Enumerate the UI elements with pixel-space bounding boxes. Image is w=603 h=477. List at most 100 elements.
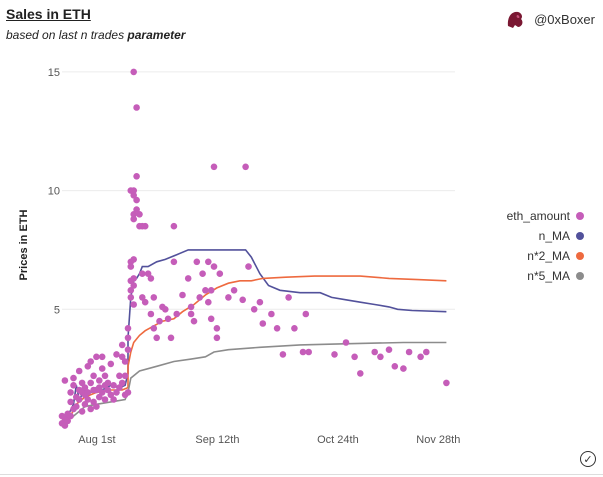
- sale-point: [423, 348, 430, 356]
- sale-point: [242, 163, 249, 171]
- sale-point: [67, 389, 74, 396]
- sale-point: [400, 365, 407, 372]
- sale-point: [116, 372, 123, 380]
- legend-label-n_MA[interactable]: n_MA: [539, 229, 570, 243]
- sale-point: [130, 68, 137, 76]
- sale-point: [87, 358, 94, 365]
- sale-point: [305, 348, 313, 356]
- sale-point: [371, 348, 379, 356]
- y-axis-label: Prices in ETH: [18, 209, 30, 280]
- sale-point: [302, 310, 310, 318]
- sale-point: [110, 396, 117, 403]
- sale-point: [205, 258, 212, 266]
- sale-point: [170, 258, 178, 266]
- sale-point: [377, 353, 384, 361]
- sale-point: [127, 263, 135, 270]
- sale-point: [199, 270, 206, 278]
- sale-point: [147, 310, 155, 318]
- sale-point: [84, 363, 92, 370]
- legend-swatch-eth_amount[interactable]: [576, 212, 584, 220]
- sale-point: [70, 382, 77, 389]
- sale-point: [443, 379, 450, 387]
- chart-title: Sales in ETH: [6, 6, 91, 22]
- check-circle-icon[interactable]: ✓: [580, 451, 596, 467]
- sale-point: [130, 275, 137, 282]
- sale-point: [81, 384, 89, 391]
- sale-point: [351, 353, 358, 361]
- sale-point: [391, 363, 399, 370]
- sale-point: [101, 372, 109, 380]
- x-tick-label: Nov 28th: [416, 434, 460, 446]
- sale-point: [124, 325, 132, 332]
- sale-point: [133, 173, 140, 180]
- sale-point: [205, 298, 212, 306]
- legend-label-eth_amount[interactable]: eth_amount: [507, 209, 571, 223]
- legend-swatch-n2_MA[interactable]: [576, 252, 584, 260]
- sale-point: [124, 389, 132, 396]
- sale-point: [96, 384, 103, 391]
- sale-point: [405, 348, 413, 356]
- sale-point: [130, 215, 137, 223]
- sale-point: [98, 389, 106, 396]
- x-tick-label: Oct 24th: [317, 434, 359, 446]
- sale-point: [167, 334, 175, 342]
- sale-point: [67, 412, 74, 420]
- sale-point: [139, 270, 146, 278]
- y-tick-label: 15: [48, 67, 60, 79]
- sale-point: [225, 294, 232, 301]
- moving-average-lines: [61, 249, 447, 424]
- axis-tick-labels: 5 10 15 Aug 1st Sep 12th Oct 24th Nov 28th: [48, 67, 461, 446]
- sale-point: [124, 346, 132, 354]
- sale-point: [75, 396, 83, 403]
- sale-point: [184, 275, 192, 282]
- sale-point: [130, 282, 137, 289]
- sale-point: [141, 298, 149, 306]
- sale-point: [331, 351, 338, 358]
- chart-legend[interactable]: eth_amount n_MA n*2_MA n*5_MA: [507, 209, 584, 283]
- sale-point: [136, 211, 143, 218]
- legend-label-n2_MA[interactable]: n*2_MA: [527, 249, 570, 263]
- sale-point: [96, 377, 103, 384]
- legend-swatch-n5_MA[interactable]: [576, 272, 584, 280]
- sale-point: [291, 325, 298, 332]
- sale-point: [230, 287, 238, 294]
- user-badge[interactable]: @0xBoxer: [502, 6, 595, 32]
- x-tick-label: Sep 12th: [195, 434, 239, 446]
- x-tick-label: Aug 1st: [78, 434, 115, 446]
- sale-point: [87, 405, 94, 413]
- sale-point: [64, 417, 71, 425]
- sale-point: [90, 372, 97, 380]
- legend-label-n5_MA[interactable]: n*5_MA: [527, 269, 570, 283]
- sale-point: [110, 382, 117, 389]
- sale-point: [75, 367, 83, 375]
- sale-point: [279, 351, 287, 358]
- sale-point: [196, 294, 203, 301]
- sale-point: [164, 315, 172, 323]
- subtitle-emphasis: parameter: [127, 28, 186, 42]
- sale-point: [127, 287, 135, 294]
- sale-point: [150, 325, 158, 332]
- sale-point: [417, 353, 424, 361]
- sale-point: [162, 306, 169, 313]
- sale-point: [107, 360, 115, 368]
- sale-point: [113, 389, 120, 396]
- sale-point: [357, 370, 364, 377]
- series-line-n5_MA: [61, 341, 447, 424]
- sale-point: [213, 325, 221, 332]
- sale-point: [127, 294, 135, 301]
- sale-point: [81, 401, 89, 408]
- legend-swatch-n_MA[interactable]: [576, 232, 584, 240]
- sale-point: [98, 353, 106, 361]
- sale-point: [207, 287, 215, 294]
- sale-point: [150, 294, 158, 301]
- sale-point: [268, 310, 275, 318]
- sale-point: [285, 294, 292, 301]
- sale-point: [78, 408, 86, 415]
- subtitle-text: based on last n trades: [6, 28, 128, 42]
- sale-point: [187, 303, 195, 311]
- sale-point: [250, 306, 258, 313]
- sale-point: [93, 403, 100, 410]
- sale-point: [93, 353, 100, 361]
- sale-point: [259, 320, 267, 327]
- sale-point: [133, 196, 140, 204]
